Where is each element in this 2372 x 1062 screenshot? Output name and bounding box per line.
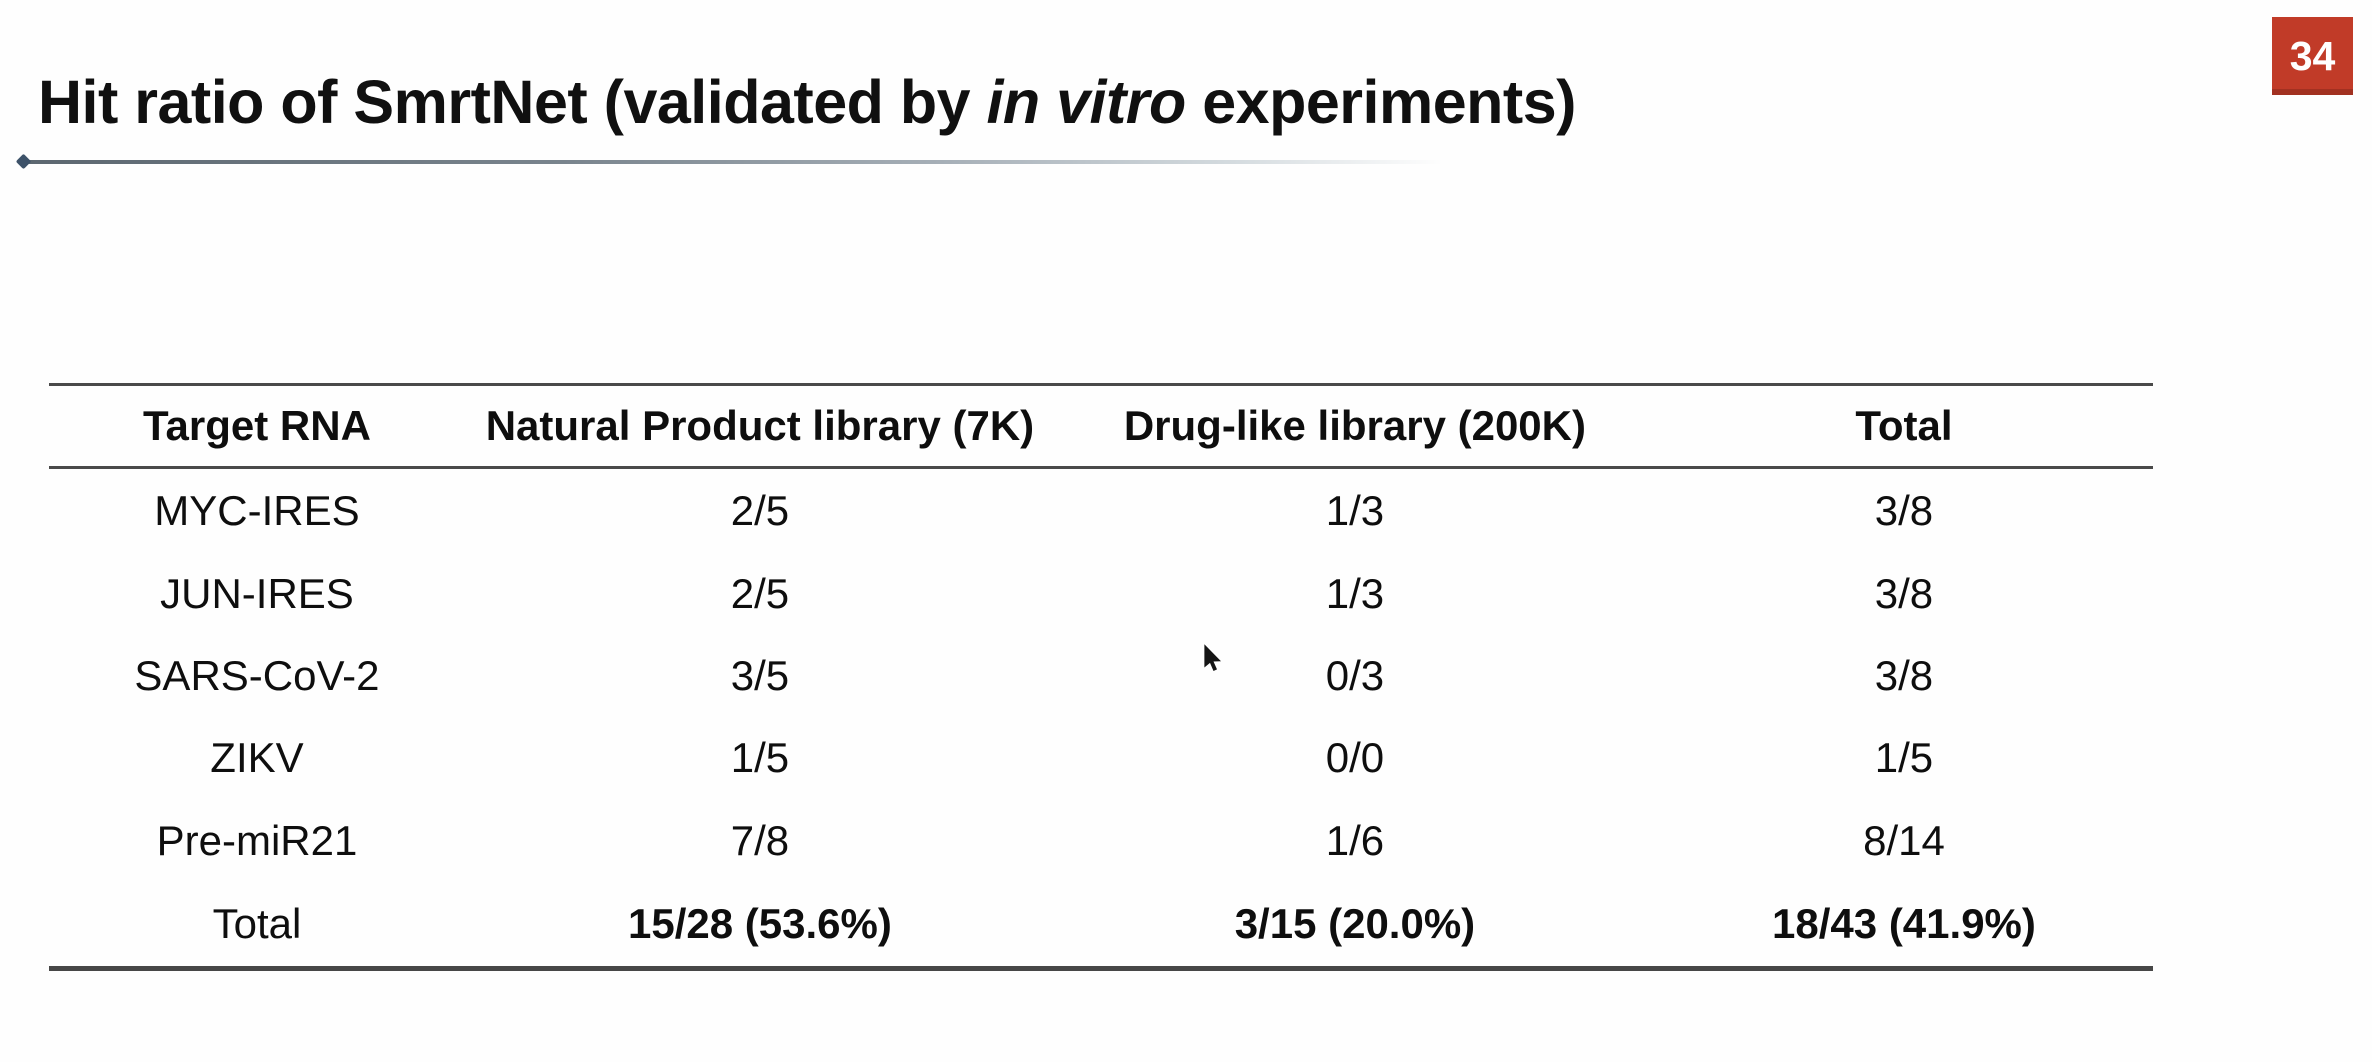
title-underline xyxy=(15,153,1567,170)
row-label: Total xyxy=(212,899,302,947)
cell: 3/8 xyxy=(1874,486,1934,534)
table-row: JUN-IRES 2/5 1/3 3/8 xyxy=(49,552,2153,634)
title-text-suffix: experiments) xyxy=(1185,68,1576,136)
column-header-natural-product-library: Natural Product library (7K) xyxy=(485,402,1035,449)
cell: 1/5 xyxy=(730,734,790,782)
column-header-target-rna: Target RNA xyxy=(143,402,371,449)
row-label: SARS-CoV-2 xyxy=(134,651,380,699)
cell: 3/5 xyxy=(730,651,790,699)
row-label: JUN-IRES xyxy=(160,569,354,617)
cell: 1/5 xyxy=(1874,734,1934,782)
cell: 3/15 (20.0%) xyxy=(1234,899,1476,947)
table-row: MYC-IRES 2/5 1/3 3/8 xyxy=(49,468,2153,553)
column-header-drug-like-library: Drug-like library (200K) xyxy=(1123,402,1586,449)
cell: 1/3 xyxy=(1325,569,1385,617)
mouse-cursor-icon xyxy=(1204,644,1221,671)
cell: 0/3 xyxy=(1325,651,1385,699)
cell: 18/43 (41.9%) xyxy=(1772,899,2036,947)
cell: 0/0 xyxy=(1325,734,1385,782)
title-underline-dot xyxy=(15,153,32,170)
row-label: MYC-IRES xyxy=(154,486,360,534)
cell: 1/6 xyxy=(1325,816,1385,864)
cell: 3/8 xyxy=(1874,651,1934,699)
table-total-row: Total 15/28 (53.6%) 3/15 (20.0%) 18/43 (… xyxy=(49,882,2153,969)
cell: 2/5 xyxy=(730,569,790,617)
table-header-row: Target RNA Natural Product library (7K) … xyxy=(49,384,2153,468)
table-row: ZIKV 1/5 0/0 1/5 xyxy=(49,717,2153,799)
row-label: Pre-miR21 xyxy=(156,816,358,864)
title-text-italic: in vitro xyxy=(986,68,1186,136)
cell: 3/8 xyxy=(1874,569,1934,617)
table-row: Pre-miR21 7/8 1/6 8/14 xyxy=(49,799,2153,881)
cell: 8/14 xyxy=(1863,816,1945,864)
table-row: SARS-CoV-2 3/5 0/3 3/8 xyxy=(49,635,2153,717)
title-text-prefix: Hit ratio of SmrtNet (validated by xyxy=(38,68,987,136)
row-label: ZIKV xyxy=(210,734,304,782)
hit-ratio-table: Target RNA Natural Product library (7K) … xyxy=(49,383,2153,971)
slide-number-badge: 34 xyxy=(2272,17,2353,95)
cell: 1/3 xyxy=(1325,486,1385,534)
cell: 2/5 xyxy=(730,486,790,534)
page-title: Hit ratio of SmrtNet (validated by in vi… xyxy=(38,72,1576,133)
cell: 15/28 (53.6%) xyxy=(628,899,892,947)
cell: 7/8 xyxy=(730,816,790,864)
column-header-total: Total xyxy=(1855,402,1953,449)
